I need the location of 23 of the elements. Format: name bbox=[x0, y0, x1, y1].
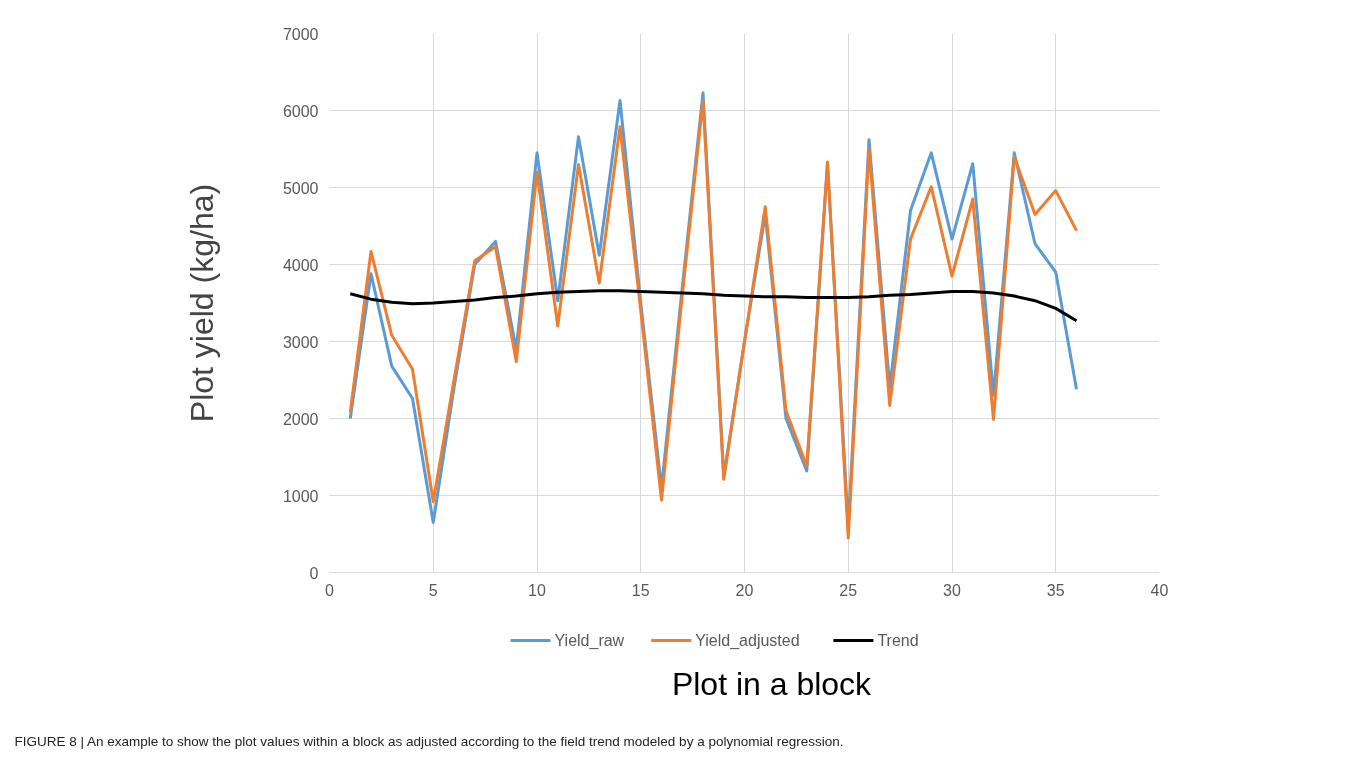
x-tick-label: 0 bbox=[325, 581, 335, 599]
y-tick-label: 4000 bbox=[282, 256, 319, 274]
caption: FIGURE 8 | An example to show the plot values within a block as adjusted according to the field trend modeled by a polynomial regression. bbox=[14, 734, 844, 749]
y-tick-label: 7000 bbox=[282, 25, 319, 43]
x-tick-label: 15 bbox=[631, 581, 650, 599]
x-tick-label: 40 bbox=[1150, 581, 1169, 599]
y-axis-title: Plot yield (kg/ha) bbox=[183, 183, 220, 423]
y-tick-label: 5000 bbox=[282, 179, 319, 197]
x-tick-label: 25 bbox=[839, 581, 858, 599]
x-tick-label: 30 bbox=[943, 581, 961, 599]
legend-label: Yield_adjusted bbox=[695, 632, 800, 650]
y-tick-label: 1000 bbox=[282, 487, 319, 505]
y-tick-label: 6000 bbox=[282, 102, 319, 120]
x-axis-title: Plot in a block bbox=[671, 665, 873, 702]
legend-label: Trend bbox=[877, 632, 919, 649]
x-tick-label: 10 bbox=[528, 581, 546, 599]
y-tick-label: 0 bbox=[309, 564, 319, 582]
x-tick-label: 5 bbox=[428, 581, 438, 599]
x-tick-label: 20 bbox=[735, 581, 754, 599]
legend-label: Yield_raw bbox=[554, 632, 625, 650]
x-tick-label: 35 bbox=[1046, 581, 1065, 599]
y-tick-label: 3000 bbox=[282, 333, 319, 351]
y-tick-label: 2000 bbox=[282, 410, 319, 428]
